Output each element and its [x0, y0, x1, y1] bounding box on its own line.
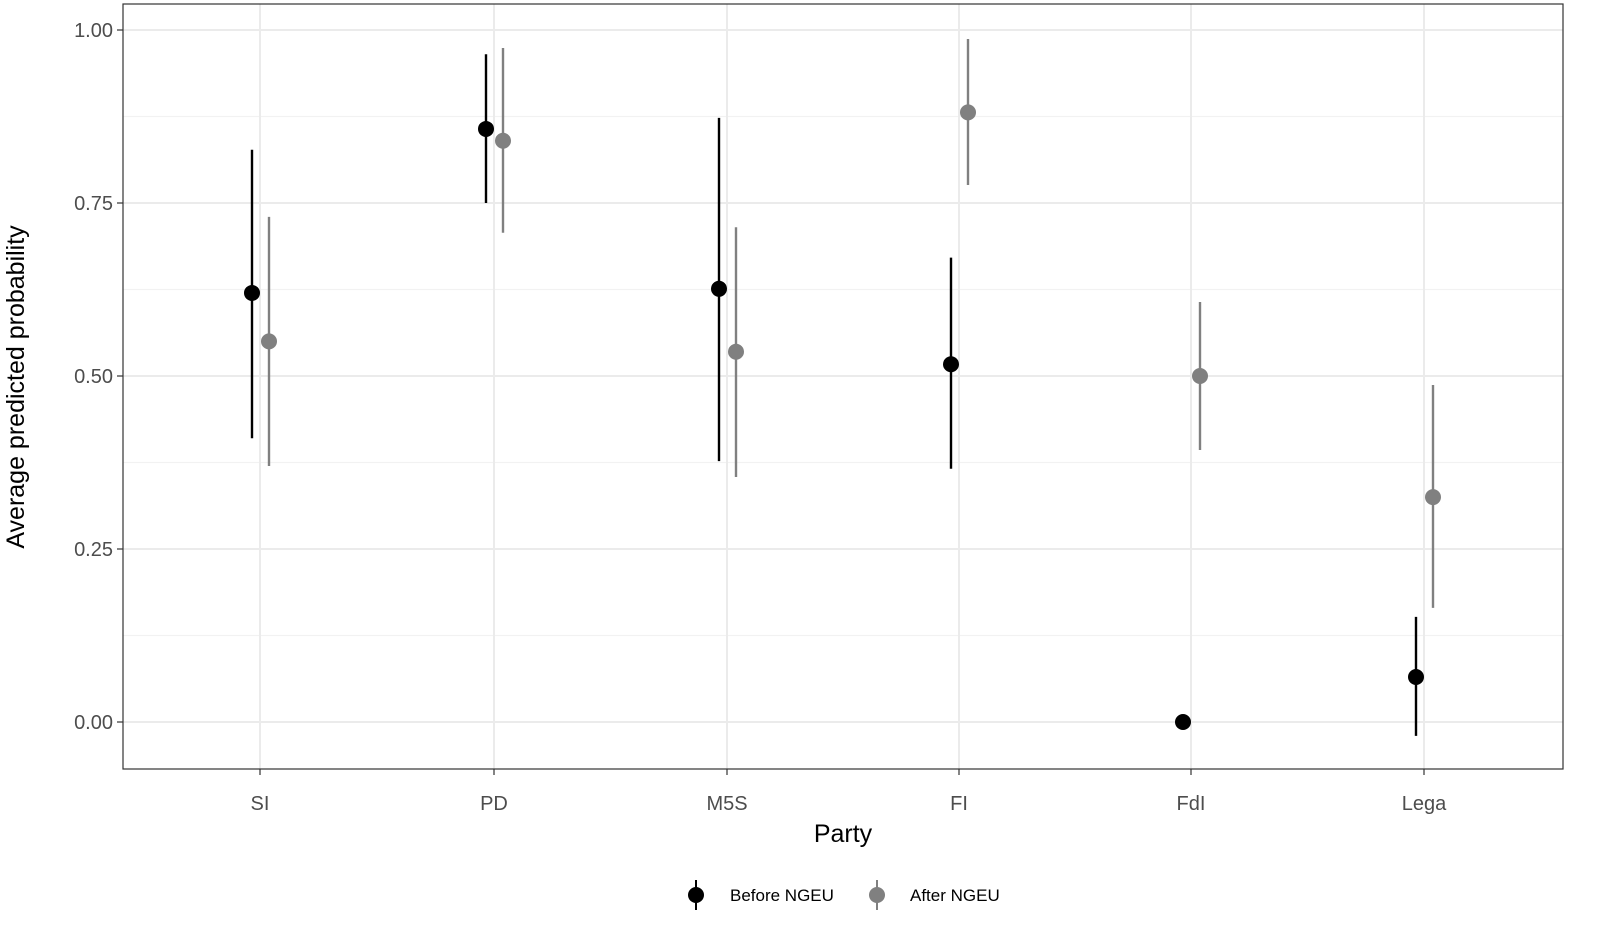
plot-panel — [123, 4, 1563, 769]
legend: Before NGEU After NGEU — [688, 880, 1000, 910]
x-axis: SI PD M5S FI FdI Lega — [251, 769, 1447, 815]
series-after — [261, 38, 1441, 608]
y-tick-label: 1.00 — [74, 20, 113, 42]
y-tick-label: 0.00 — [74, 712, 113, 734]
x-tick-label: PD — [480, 793, 508, 815]
data-point — [1425, 489, 1441, 506]
gridlines — [123, 4, 1563, 769]
data-point — [1192, 368, 1208, 384]
data-point — [728, 343, 744, 360]
x-axis-title: Party — [814, 820, 873, 848]
data-point — [711, 280, 727, 297]
legend-item-before: Before NGEU — [688, 880, 834, 910]
data-point — [244, 284, 260, 301]
y-tick-label: 0.75 — [74, 193, 113, 215]
data-point — [478, 120, 494, 137]
legend-key-point-icon — [688, 887, 704, 903]
series-before — [244, 54, 1424, 736]
legend-label-before: Before NGEU — [730, 886, 834, 905]
legend-label-after: After NGEU — [910, 886, 1000, 905]
data-point — [261, 333, 277, 350]
x-tick-label: SI — [251, 793, 270, 815]
x-tick-label: M5S — [706, 793, 747, 815]
data-point — [1408, 669, 1424, 686]
plot-border — [122, 3, 1564, 770]
data-point — [495, 132, 511, 149]
y-axis-title: Average predicted probability — [2, 225, 30, 549]
data-point — [943, 356, 959, 373]
data-point — [1175, 714, 1191, 730]
y-tick-label: 0.50 — [74, 366, 113, 388]
legend-key-point-icon — [869, 887, 885, 903]
x-tick-label: Lega — [1402, 793, 1447, 815]
y-tick-label: 0.25 — [74, 539, 113, 561]
x-tick-label: FdI — [1177, 793, 1206, 815]
data-series — [244, 38, 1441, 736]
legend-item-after: After NGEU — [869, 880, 1000, 910]
x-tick-label: FI — [950, 793, 968, 815]
y-axis: 0.00 0.25 0.50 0.75 1.00 — [74, 20, 123, 734]
data-point — [960, 104, 976, 121]
